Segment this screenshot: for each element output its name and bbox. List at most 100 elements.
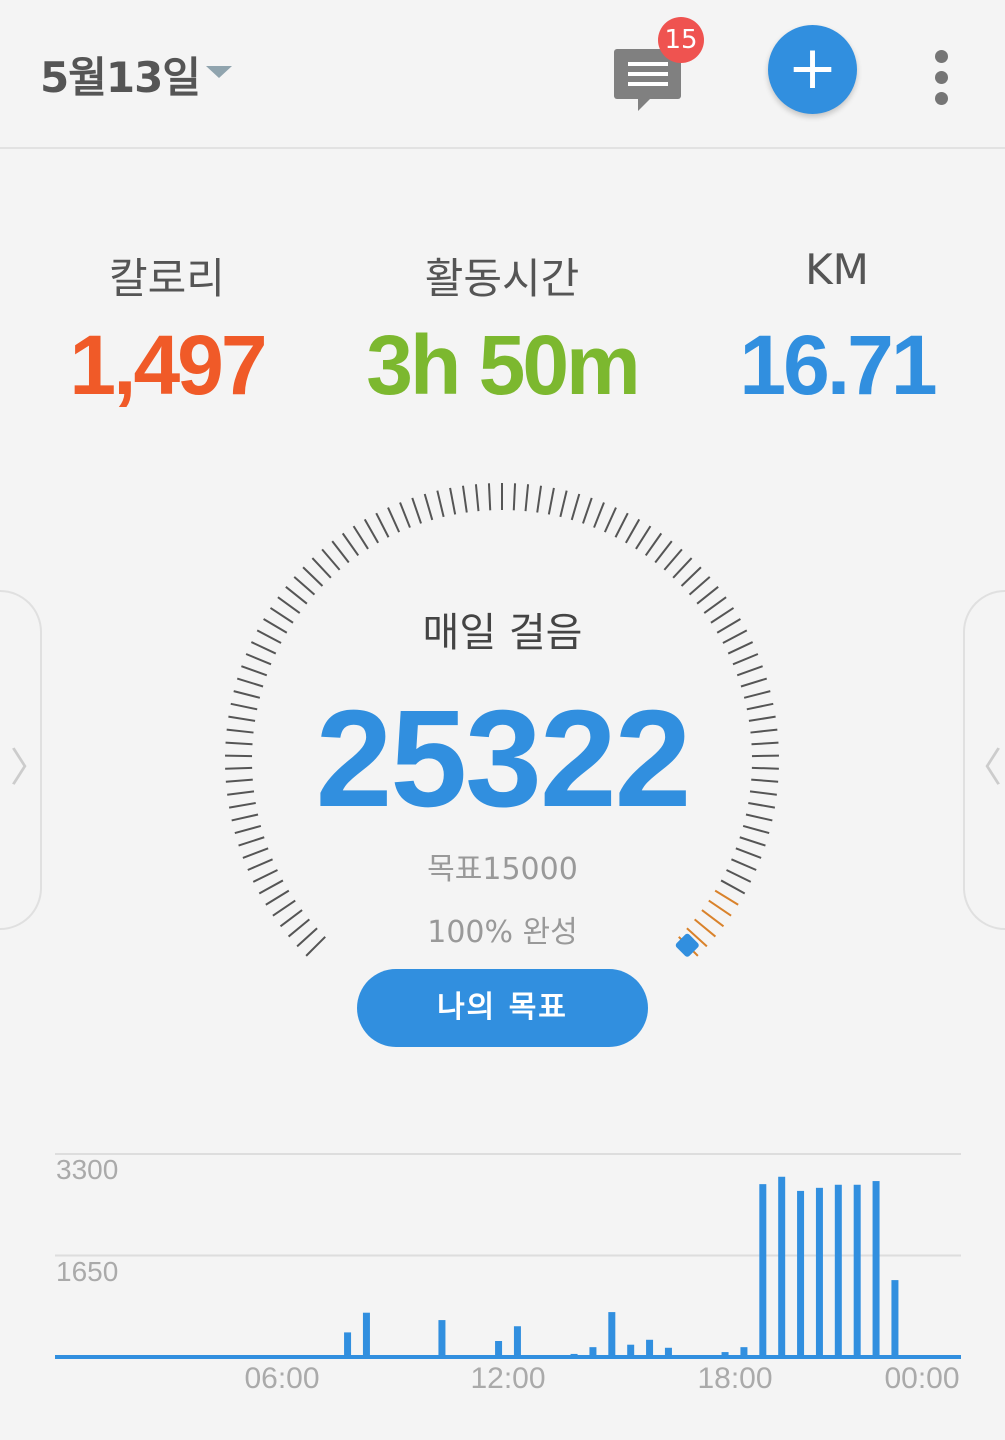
chart-bar [344,1332,352,1357]
chevron-right-icon[interactable]: 〈 [962,745,1002,791]
my-goal-button[interactable]: 나의 목표 [357,969,648,1047]
chart-bar [495,1341,503,1357]
chart-bar [740,1347,748,1357]
gauge-tick [701,909,725,928]
gauge-tick [582,497,593,524]
message-icon[interactable] [614,49,681,99]
gauge-tick [746,702,774,711]
stat-value: 3h 50m [366,318,641,412]
gauge-tick [736,665,763,677]
gauge-tick [399,502,411,528]
chart-bar [664,1347,672,1357]
chart-bar [853,1184,861,1357]
gauge-tick [227,790,255,796]
more-vert-icon[interactable] [930,50,952,113]
gauge-tick [234,825,262,835]
gauge-tick [233,690,261,699]
gauge-tick [624,518,641,544]
chart-bar [834,1184,842,1357]
x-tick-label: 18:00 [697,1362,773,1395]
gauge-tick [749,790,777,796]
gauge-tick [225,741,253,746]
gauge-tick [423,493,434,521]
chart-bar [721,1352,729,1357]
gauge-tick [603,507,617,533]
gauge-tick [735,847,762,859]
gauge-tick [341,532,360,557]
stat-label: 칼로리 [109,254,225,303]
gauge-tick [654,540,673,564]
gauge-tick [225,778,253,783]
gauge-tick [731,858,757,871]
gauge-tick [269,607,294,624]
gauge-tick [352,525,369,550]
gauge-tick [487,483,492,511]
step-count: 25322 [315,682,692,836]
gauge-tick [644,532,663,557]
gauge-tick [570,493,581,521]
gauge-tick [748,801,776,809]
hourly-steps-chart [55,1153,961,1359]
chart-bar [627,1344,635,1357]
chart-bar [362,1312,370,1357]
gauge-tick [293,576,316,596]
gauge-tick [226,728,254,734]
step-goal: 목표15000 [427,852,578,887]
chart-bar [872,1181,880,1357]
gauge-tick [672,557,693,579]
gauge-tick [461,485,468,513]
gauge-tick [242,847,269,859]
chart-bar [891,1280,899,1357]
gauge-tick [305,936,326,957]
chevron-down-icon[interactable] [206,66,232,78]
gauge-tick [245,653,272,666]
gauge-tick [743,690,771,699]
gauge-tick [231,813,259,822]
gauge-tick [559,490,568,518]
gauge-tick [228,801,256,809]
gauge-tick [750,728,778,734]
gauge-tick [296,927,318,948]
gauge-tick [536,485,543,513]
gauge-tick [748,715,776,722]
gauge-tick [703,596,727,614]
gauge-tick [436,490,445,518]
y-tick-label: 1650 [56,1256,119,1287]
add-button[interactable]: + [768,25,857,114]
gauge-tick [285,586,308,605]
gauge-tick [263,618,288,634]
chart-bar [608,1312,616,1357]
gauge-tick [614,512,629,538]
date-selector[interactable]: 5월13일 [40,53,201,102]
gauge-progress-marker [675,933,699,957]
notification-badge: 15 [658,17,704,63]
gauge-tick [722,629,748,644]
gauge-tick [287,918,311,938]
gauge-tick [751,766,779,770]
stat-value: 16.71 [739,318,937,412]
chart-bar [646,1339,654,1357]
gauge-tick [751,741,779,746]
gauge-tick [593,502,605,528]
chart-bar [438,1320,446,1357]
gauge-tick [363,518,380,544]
gauge-tick [693,918,717,938]
gauge-title: 매일 걸음 [422,610,583,656]
stat-label: 활동시간 [424,254,580,303]
gauge-tick [228,715,256,722]
gauge-tick [680,566,702,587]
gauge-tick [256,629,282,644]
gauge-tick [279,909,303,928]
stat-distance: KM 16.71 [670,245,1004,414]
x-tick-label: 12:00 [470,1362,546,1395]
gauge-tick [524,484,530,512]
gauge-tick [696,586,719,605]
gauge-tick [739,836,766,847]
gauge-tick [742,825,770,835]
gauge-tick [727,641,754,655]
gauge-tick [663,548,683,571]
gauge-tick [716,618,741,634]
chevron-left-icon[interactable]: 〉 [10,745,50,791]
gauge-tick [375,512,390,538]
gauge-tick [449,487,457,515]
